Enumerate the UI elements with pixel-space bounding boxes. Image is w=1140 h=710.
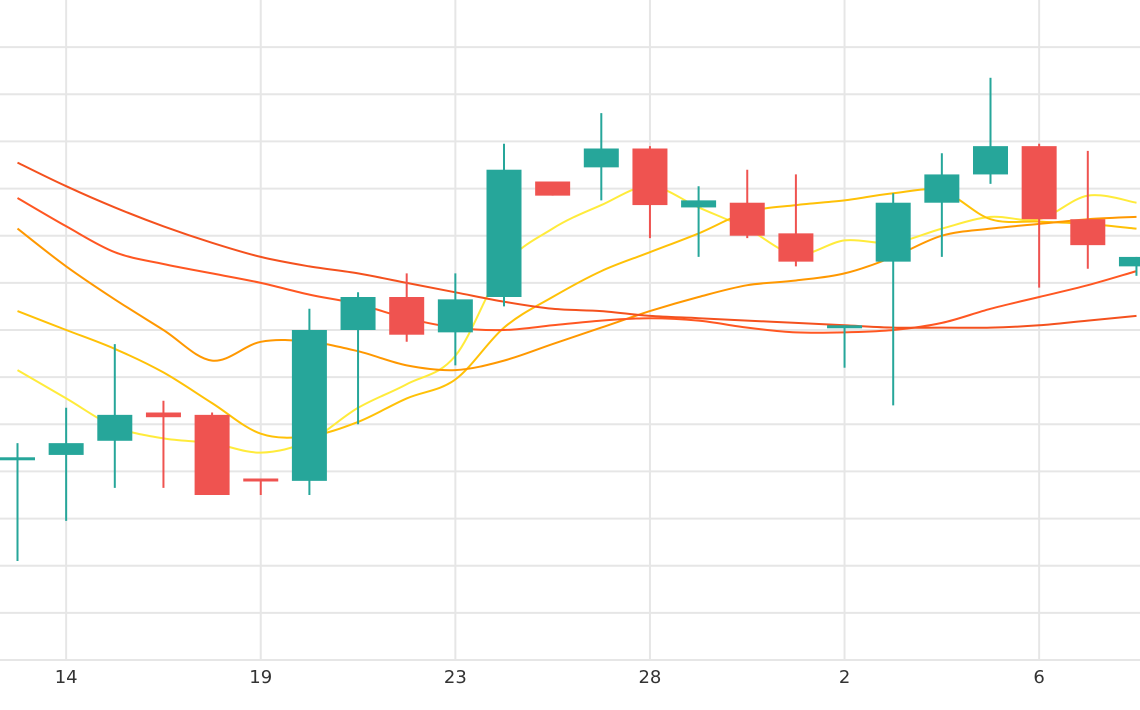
moving-average-line-5: [17, 161, 1137, 329]
candle-body: [973, 146, 1008, 175]
candles: [0, 77, 1140, 561]
candle-down: [194, 412, 230, 495]
moving-average-lines: [16, 161, 1137, 454]
candle-body: [97, 414, 133, 441]
candle-down: [778, 174, 814, 267]
candle-body: [340, 297, 376, 330]
candle-up: [875, 193, 911, 406]
candle-up: [1118, 256, 1140, 276]
candle-down: [1070, 150, 1106, 269]
candle-up: [681, 186, 717, 257]
candle-body: [681, 200, 717, 208]
candle-body: [1070, 219, 1106, 246]
candle-up: [583, 113, 619, 201]
moving-average-line-1: [16, 185, 1137, 454]
candle-up: [924, 153, 960, 257]
x-axis: 14 19 23 28 2 6: [55, 667, 1045, 688]
candle-down: [632, 146, 668, 239]
candle-body: [486, 169, 522, 297]
candle-down: [729, 169, 765, 239]
moving-average-line-2: [17, 188, 1137, 439]
candle-body: [145, 412, 181, 418]
candle-body: [194, 414, 230, 495]
candle-body: [437, 299, 473, 333]
x-tick-label: 2: [839, 667, 850, 688]
x-tick-label: 6: [1033, 667, 1044, 688]
candle-body: [729, 202, 765, 236]
candle-up: [97, 344, 133, 488]
candle-down: [389, 273, 425, 342]
candle-body: [1118, 256, 1140, 267]
x-tick-label: 19: [249, 667, 272, 688]
candle-body: [632, 148, 668, 206]
candle-up: [48, 407, 84, 521]
x-tick-label: 23: [444, 667, 467, 688]
candle-body: [827, 325, 863, 329]
candle-body: [243, 478, 279, 482]
candle-down: [145, 400, 181, 488]
candle-up: [973, 77, 1008, 184]
candle-body: [48, 443, 84, 455]
candle-body: [535, 181, 571, 196]
x-tick-label: 14: [55, 667, 78, 688]
candle-up: [340, 292, 376, 425]
candle-body: [0, 457, 35, 461]
moving-average-line-4: [16, 197, 1137, 334]
chart-grid: [0, 0, 1140, 661]
candle-down: [535, 181, 571, 196]
candle-body: [778, 233, 814, 262]
candle-up: [291, 308, 327, 495]
candle-body: [875, 202, 911, 262]
candle-down: [1021, 143, 1057, 288]
candle-up: [827, 325, 863, 368]
candle-down: [243, 478, 279, 495]
candle-up: [486, 143, 522, 307]
candle-body: [1021, 146, 1057, 220]
candle-up: [0, 443, 35, 561]
candle-body: [583, 148, 619, 168]
candle-body: [924, 174, 960, 203]
candle-up: [437, 273, 473, 366]
moving-average-line-3: [16, 215, 1137, 372]
x-tick-label: 28: [638, 667, 661, 688]
candle-body: [291, 330, 327, 481]
candle-body: [389, 297, 425, 335]
